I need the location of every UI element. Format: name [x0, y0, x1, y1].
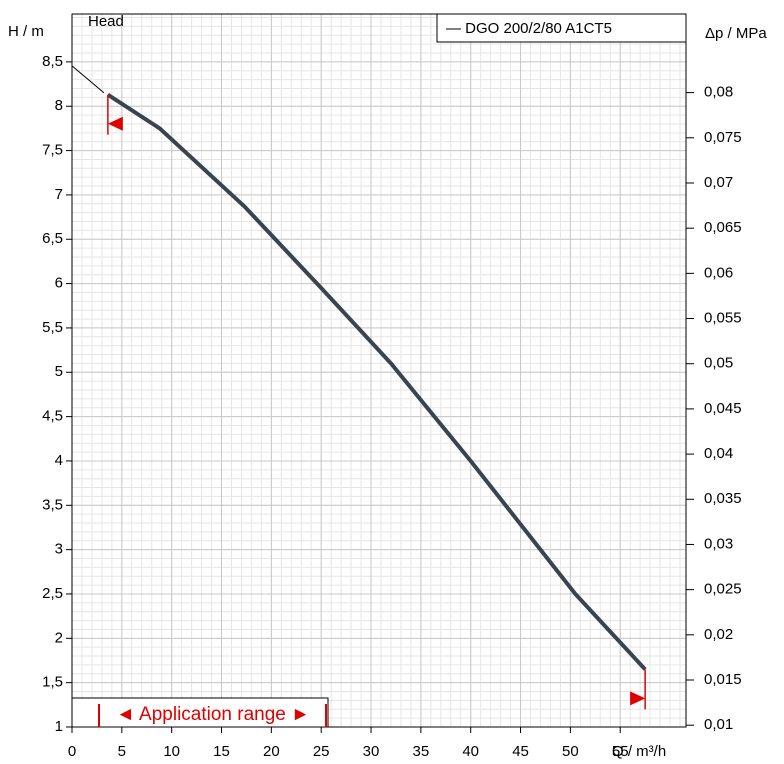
y-tick-label: 5 [55, 363, 63, 380]
y-tick-label: 2 [55, 629, 63, 646]
y2-tick-label: 0,05 [704, 355, 733, 372]
y2-tick-label: 0,015 [704, 671, 742, 688]
y-tick-label: 8 [55, 97, 63, 114]
x-tick-label: 50 [562, 743, 579, 760]
y2-axis-label: Δp / MPa [705, 25, 767, 42]
range-arrow [107, 116, 123, 131]
y-tick-label: 1 [55, 718, 63, 735]
y-tick-label: 6,5 [42, 230, 63, 247]
annotation: ◄ Application range ► [116, 704, 310, 725]
plot-frame [71, 13, 687, 728]
x-tick-label: 20 [263, 743, 280, 760]
y-tick-label: 5,5 [42, 319, 63, 336]
x-tick-label: 10 [163, 743, 180, 760]
y-tick-label: 2,5 [42, 585, 63, 602]
y2-tick-label: 0,04 [704, 445, 733, 462]
legend-entry: — DGO 200/2/80 A1CT5 [446, 20, 612, 37]
x-tick-label: 25 [313, 743, 330, 760]
x-tick-label: 55 [612, 743, 629, 760]
y2-tick-label: 0,01 [704, 716, 733, 733]
x-tick-label: 5 [118, 743, 126, 760]
x-tick-label: 40 [462, 743, 479, 760]
y-tick-label: 1,5 [42, 674, 63, 691]
y2-tick-label: 0,025 [704, 581, 742, 598]
y2-tick-label: 0,075 [704, 129, 742, 146]
y2-tick-label: 0,055 [704, 310, 742, 327]
x-tick-label: 30 [363, 743, 380, 760]
legend-box [436, 13, 687, 43]
y-tick-label: 4,5 [42, 408, 63, 425]
range-arrow [630, 691, 646, 706]
annotation-box [71, 697, 329, 728]
y2-tick-label: 0,08 [704, 84, 733, 101]
y-tick-label: 3 [55, 541, 63, 558]
series-line [106, 93, 647, 671]
x-tick-label: 45 [512, 743, 529, 760]
y-tick-label: 7,5 [42, 142, 63, 159]
leader-line [71, 65, 105, 94]
y2-tick-label: 0,065 [704, 219, 742, 236]
y2-tick-label: 0,03 [704, 535, 733, 552]
series-label: Head [88, 13, 124, 30]
y2-tick-label: 0,045 [704, 400, 742, 417]
y-axis-label: H / m [8, 23, 44, 40]
x-tick-label: 0 [68, 743, 76, 760]
x-tick-label: 15 [213, 743, 230, 760]
x-tick-label: 35 [413, 743, 430, 760]
y-tick-label: 6 [55, 275, 63, 292]
y2-tick-label: 0,07 [704, 174, 733, 191]
y-tick-label: 7 [55, 186, 63, 203]
grid [71, 14, 686, 728]
y2-tick-label: 0,035 [704, 490, 742, 507]
y2-tick-label: 0,06 [704, 264, 733, 281]
y-tick-label: 8,5 [42, 53, 63, 70]
y-tick-label: 3,5 [42, 496, 63, 513]
x-axis-label: Q / m³/h [612, 743, 666, 760]
y-tick-label: 4 [55, 452, 63, 469]
y2-tick-label: 0,02 [704, 626, 733, 643]
